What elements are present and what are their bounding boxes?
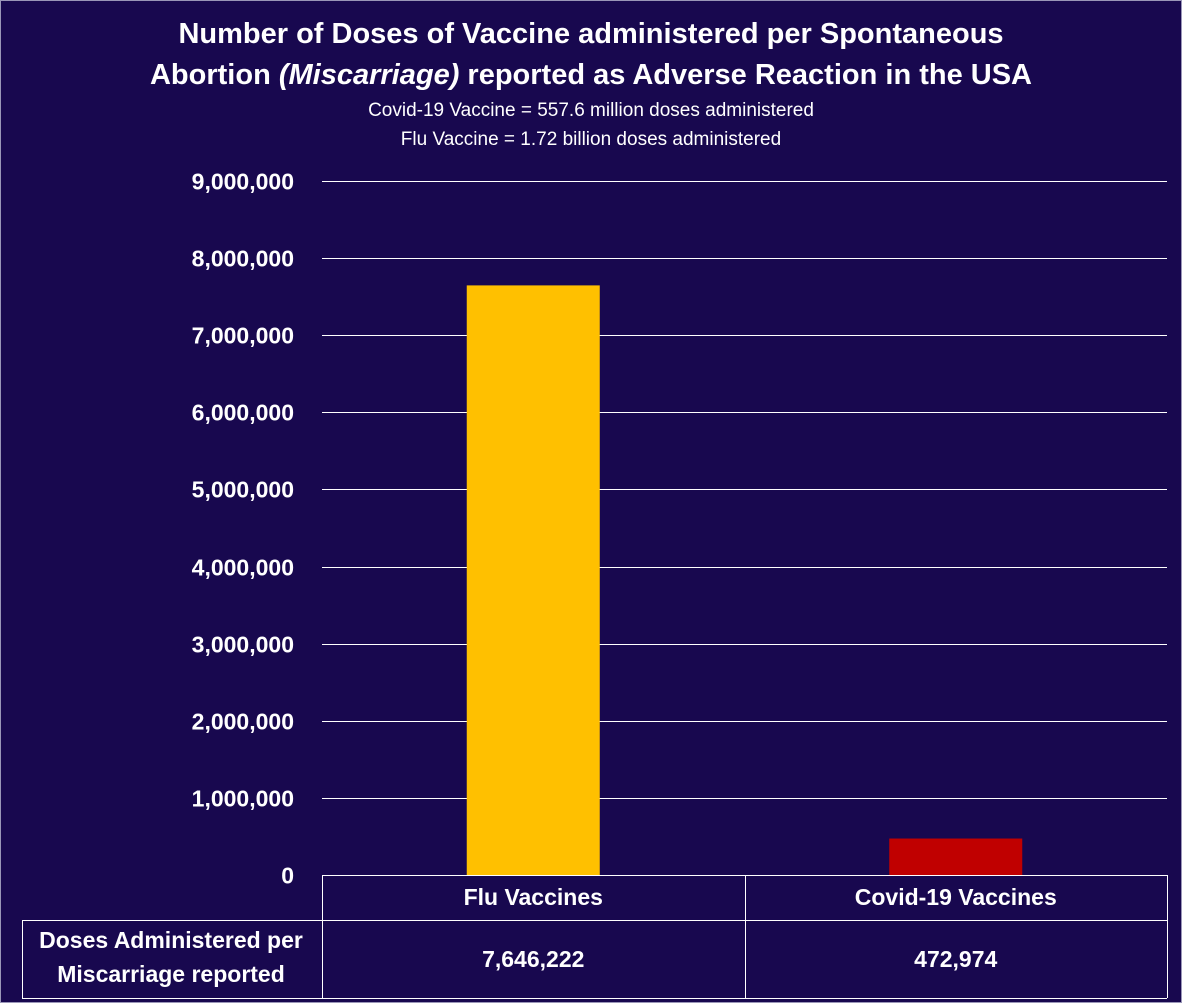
data-table-row-label: Doses Administered per — [39, 927, 303, 953]
y-tick-label: 6,000,000 — [192, 400, 294, 426]
chart-subtitle-line2: Flu Vaccine = 1.72 billion doses adminis… — [400, 129, 782, 150]
y-tick-label: 5,000,000 — [192, 477, 294, 503]
chart-title-line2-emphasis: (Miscarriage) — [278, 59, 460, 91]
y-tick-label: 3,000,000 — [192, 632, 294, 658]
bar-covid — [889, 838, 1023, 875]
y-tick-label: 2,000,000 — [192, 709, 294, 735]
y-tick-label: 9,000,000 — [192, 169, 294, 195]
bar-flu — [466, 285, 600, 875]
chart-title-line2-post: reported as Adverse Reaction in the USA — [459, 59, 1032, 91]
y-tick-label: 0 — [281, 863, 294, 889]
chart-title-line1: Number of Doses of Vaccine administered … — [178, 18, 1004, 50]
chart-title-line2: Abortion (Miscarriage) reported as Adver… — [0, 56, 1182, 94]
x-tick-label: Flu Vaccines — [464, 884, 603, 910]
chart-title-line2-pre: Abortion — [149, 59, 279, 91]
data-table-value: 472,974 — [914, 946, 997, 972]
y-tick-label: 4,000,000 — [192, 555, 294, 581]
chart-subtitle-line1: Covid-19 Vaccine = 557.6 million doses a… — [368, 100, 814, 121]
data-table-row-label: Miscarriage reported — [57, 961, 285, 987]
y-tick-label: 1,000,000 — [192, 786, 294, 812]
y-tick-label: 8,000,000 — [192, 246, 294, 272]
data-table-value: 7,646,222 — [482, 946, 584, 972]
y-tick-label: 7,000,000 — [192, 323, 294, 349]
x-tick-label: Covid-19 Vaccines — [855, 884, 1057, 910]
